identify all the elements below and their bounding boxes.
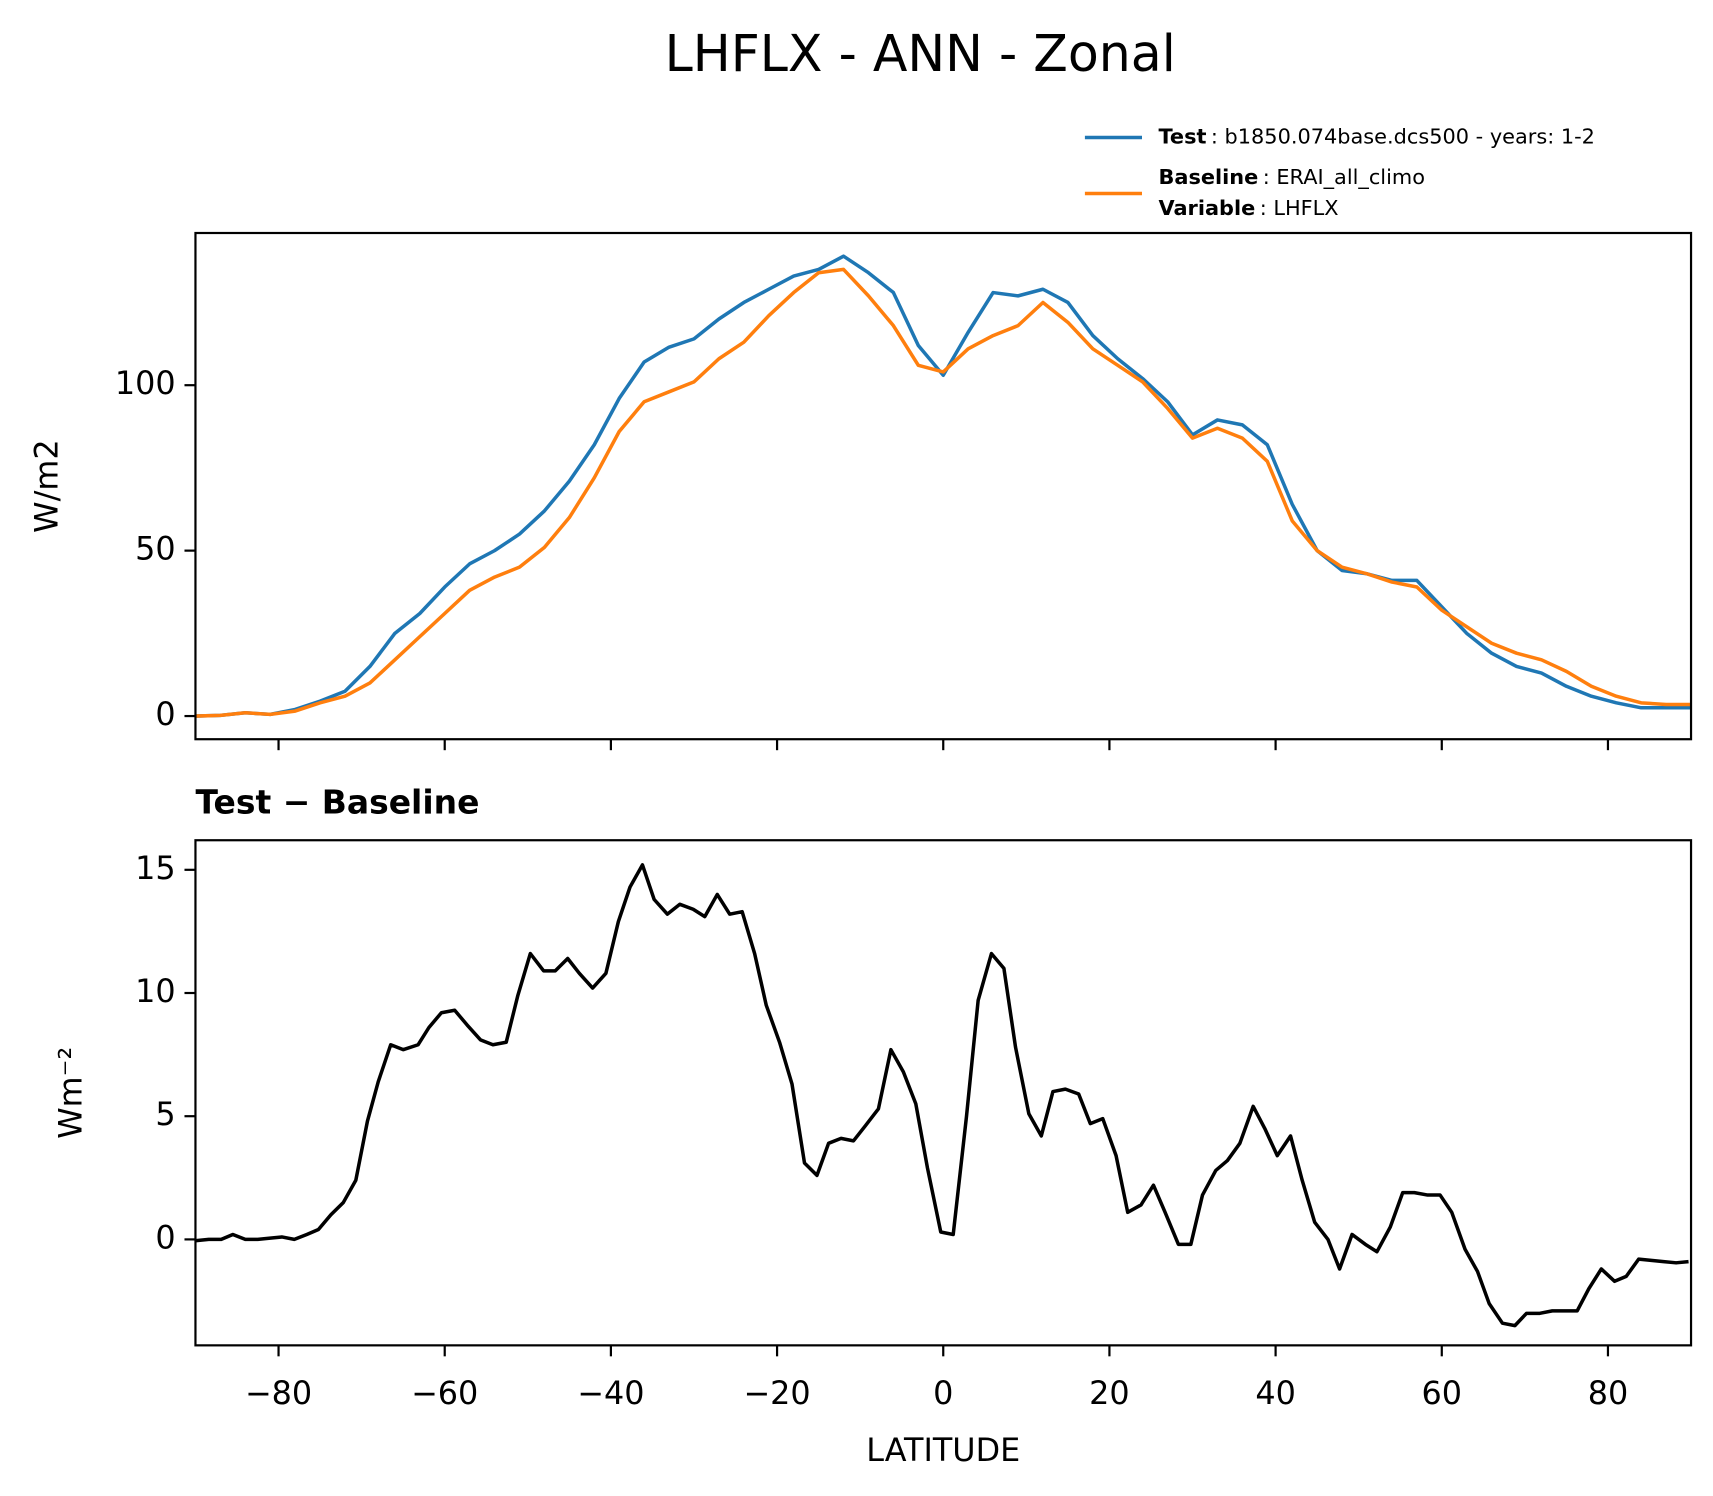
x-tick-label: 40	[1255, 1374, 1296, 1412]
data-line	[195, 267, 1692, 718]
y-axis-label: Wm⁻²	[51, 1047, 89, 1139]
data-line	[196, 863, 1689, 1328]
legend-label: : ERAI_all_climo	[1263, 165, 1425, 190]
x-axis-label: LATITUDE	[866, 1431, 1020, 1469]
y-tick-label: 0	[155, 695, 175, 733]
y-tick-label: 0	[155, 1218, 175, 1256]
legend-name: Baseline	[1158, 165, 1258, 189]
x-tick-label: −20	[743, 1374, 810, 1412]
y-tick-label: 15	[135, 849, 176, 887]
legend-variable-label: : LHFLX	[1260, 196, 1339, 220]
axes-title: Test − Baseline	[195, 783, 479, 822]
x-tick-label: −60	[411, 1374, 478, 1412]
legend-entry: Test: b1850.074base.dcs500 - years: 1-2	[1158, 124, 1595, 148]
y-tick-label: 5	[155, 1095, 175, 1133]
y-tick-label: 10	[135, 972, 176, 1010]
axes-frame	[194, 231, 1693, 741]
x-tick-label: 20	[1089, 1374, 1130, 1412]
x-tick-label: −40	[577, 1374, 644, 1412]
y-axis-label: W/m2	[27, 439, 65, 532]
legend-entry: Baseline: ERAI_all_climo	[1158, 165, 1425, 190]
x-tick-label: −80	[245, 1374, 312, 1412]
y-tick-label: 100	[115, 364, 176, 402]
x-tick-label: 80	[1588, 1374, 1629, 1412]
x-tick-label: 60	[1422, 1374, 1463, 1412]
axes-frame	[194, 839, 1693, 1347]
figure-title: LHFLX - ANN - Zonal	[665, 24, 1176, 83]
x-tick-label: 0	[933, 1374, 953, 1412]
y-tick-label: 50	[135, 530, 176, 568]
legend-label: : b1850.074base.dcs500 - years: 1-2	[1211, 124, 1595, 148]
legend-name: Test	[1158, 124, 1206, 148]
data-line	[195, 254, 1692, 718]
legend-variable: Variable: LHFLX	[1158, 196, 1338, 220]
legend-variable-name: Variable	[1158, 196, 1255, 220]
